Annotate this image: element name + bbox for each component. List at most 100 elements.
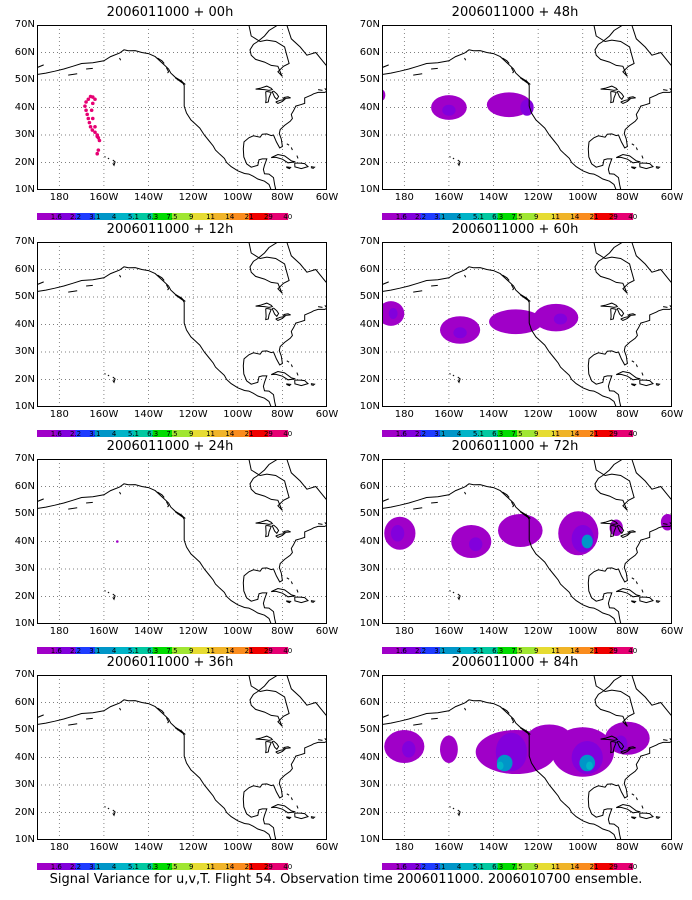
colorbar-level-label: 29 (608, 213, 618, 221)
colorbar-swatch (439, 430, 460, 437)
latitude-label: 40N (14, 535, 35, 547)
colorbar-level-label: 29 (263, 863, 273, 871)
colorbar-level-label: 14 (570, 430, 580, 438)
variance-contour (520, 99, 534, 116)
longitude-label: 140W (479, 409, 509, 420)
longitude-label: 140W (134, 409, 164, 420)
latitude-label: 60N (359, 480, 380, 492)
latitude-label: 50N (359, 291, 380, 302)
observation-point (95, 134, 100, 139)
variance-contour (581, 534, 593, 549)
colorbar-swatch (536, 863, 556, 870)
coastline (37, 459, 327, 624)
colorbar-swatch (210, 430, 231, 437)
colorbar-swatch (594, 430, 614, 437)
graticule (382, 675, 672, 840)
map-frame (382, 675, 672, 840)
colorbar-level-label: 21 (244, 430, 254, 438)
latitude-label: 30N (359, 779, 380, 790)
latitude-label: 60N (14, 46, 35, 58)
colorbar-swatch (574, 863, 595, 870)
colorbar (372, 423, 652, 437)
longitude-label: 140W (134, 192, 164, 203)
signal-variance-contours (382, 301, 579, 344)
colorbar-swatch (94, 430, 115, 437)
map-frame (382, 242, 672, 407)
longitude-label: 60W (315, 842, 339, 853)
variance-contour (496, 761, 504, 770)
variance-contour (442, 104, 456, 116)
colorbar-level-label: 14 (570, 647, 580, 655)
colorbar-swatch (268, 647, 289, 654)
colorbar (372, 856, 652, 870)
latitude-label: 60N (359, 46, 380, 58)
latitude-label: 20N (14, 156, 35, 168)
colorbar-level-label: 1.6 (395, 863, 407, 871)
observation-point (85, 112, 89, 117)
colorbar-level-label: 40 (628, 430, 638, 438)
observation-point (83, 104, 87, 108)
longitude-label: 180 (394, 192, 414, 203)
latitude-label: 50N (14, 74, 35, 85)
colorbar-level-label: 1.6 (395, 647, 407, 655)
colorbar-swatch (594, 213, 614, 220)
colorbar-level-label: 4 (456, 863, 462, 871)
colorbar-swatch (172, 213, 192, 220)
latitude-label: 20N (359, 373, 380, 385)
map-plot (37, 459, 327, 624)
panel-title: 2006011000 + 24h (106, 439, 234, 454)
latitude-label: 50N (359, 74, 380, 85)
longitude-label: 140W (479, 842, 509, 853)
coastline (37, 675, 327, 840)
colorbar (372, 640, 652, 654)
colorbar-level-label: 9 (534, 430, 539, 438)
latitude-label: 70N (14, 453, 35, 464)
colorbar-level-label: 11 (206, 430, 216, 438)
colorbar (27, 856, 307, 870)
colorbar-swatch (439, 863, 460, 870)
colorbar-level-label: 7.5 (166, 430, 178, 438)
latitude-label: 20N (14, 373, 35, 385)
map-plot (37, 675, 327, 840)
colorbar-swatch (37, 213, 57, 220)
colorbar-swatch (172, 863, 192, 870)
map-frame (37, 242, 327, 407)
observation-point (96, 148, 101, 152)
colorbar-level-label: 5.1 (127, 430, 139, 438)
colorbar-level-label: 40 (628, 863, 638, 871)
colorbar-swatch (382, 213, 402, 220)
colorbar-swatch (459, 647, 479, 654)
variance-contour (489, 309, 543, 335)
observation-point (93, 130, 97, 135)
colorbar-level-label: 29 (608, 430, 618, 438)
colorbar-swatch (439, 213, 460, 220)
variance-contour (402, 741, 416, 758)
observation-point (86, 116, 91, 121)
latitude-label: 30N (14, 779, 35, 790)
latitude-label: 10N (14, 184, 35, 195)
map-frame (382, 25, 672, 190)
longitude-label: 140W (479, 192, 509, 203)
colorbar-swatch (152, 863, 173, 870)
variance-contour (609, 519, 623, 536)
colorbar-swatch (459, 430, 479, 437)
latitude-label: 60N (359, 263, 380, 275)
latitude-label: 50N (14, 291, 35, 302)
colorbar-level-label: 9 (189, 863, 194, 871)
latitude-label: 30N (359, 563, 380, 574)
map-panel: 2006011000 + 72h 70N 60N 50N 40N 30N 20N 10N 180… (350, 439, 684, 655)
variance-contour (116, 540, 119, 543)
colorbar-swatch (459, 863, 479, 870)
colorbar-level-label: 5.1 (472, 213, 484, 221)
colorbar-level-label: 7.5 (166, 213, 178, 221)
colorbar-swatch (497, 430, 518, 437)
colorbar-swatch (574, 647, 595, 654)
colorbar-swatch (382, 430, 402, 437)
colorbar-level-label: 1.6 (395, 213, 407, 221)
colorbar-level-label: 14 (225, 863, 235, 871)
colorbar-swatch (172, 647, 192, 654)
colorbar-swatch (420, 213, 441, 220)
colorbar-level-label: 11 (551, 430, 561, 438)
longitude-label: 180 (49, 409, 69, 420)
observation-point (90, 95, 95, 99)
